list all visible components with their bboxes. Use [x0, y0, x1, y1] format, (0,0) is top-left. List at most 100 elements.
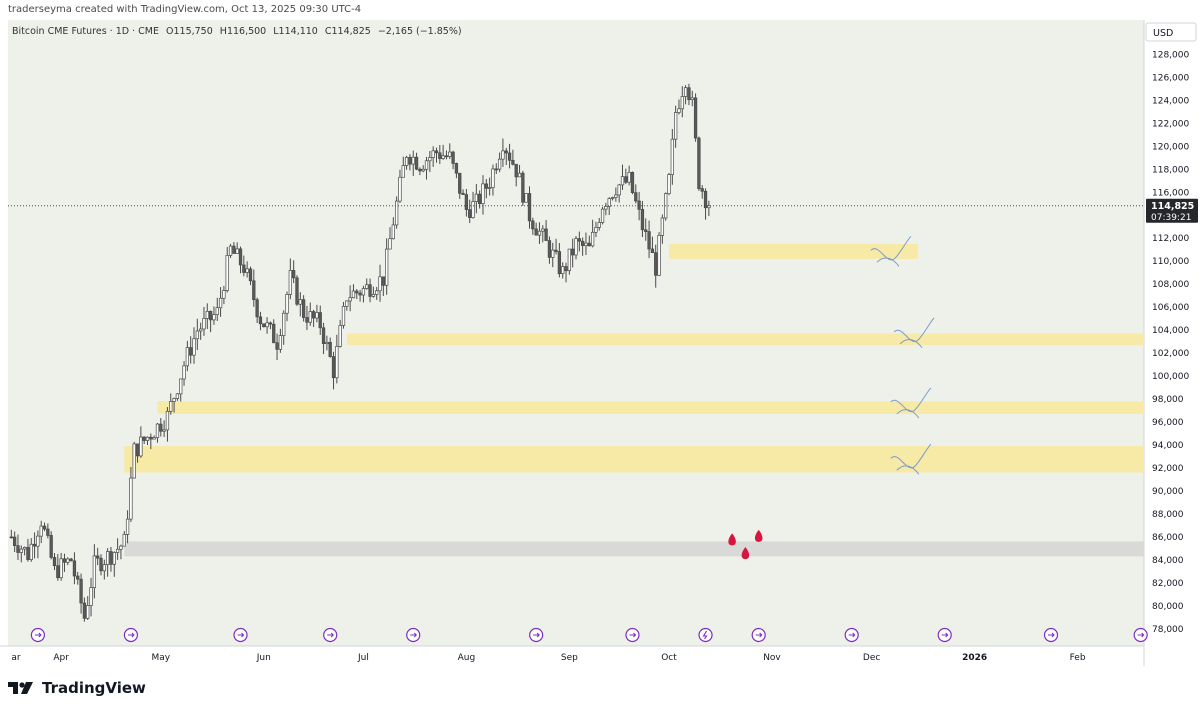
candle-body[interactable] — [22, 547, 27, 550]
candle-body[interactable] — [647, 231, 651, 250]
candle-body[interactable] — [195, 330, 199, 340]
candle-body[interactable] — [248, 268, 253, 282]
candle-body[interactable] — [594, 227, 598, 233]
candle-body[interactable] — [667, 174, 671, 195]
candle-body[interactable] — [398, 176, 402, 202]
candle-body[interactable] — [428, 157, 432, 162]
candle-body[interactable] — [497, 158, 502, 170]
candle-body[interactable] — [604, 205, 608, 210]
candle-body[interactable] — [159, 423, 163, 432]
candle-body[interactable] — [554, 249, 558, 252]
candle-body[interactable] — [182, 365, 186, 380]
candle-body[interactable] — [627, 171, 631, 183]
candle-body[interactable] — [700, 188, 704, 192]
candle-body[interactable] — [401, 165, 405, 178]
candle-body[interactable] — [331, 356, 336, 379]
candle-body[interactable] — [551, 249, 555, 258]
candle-body[interactable] — [567, 248, 572, 272]
candle-body[interactable] — [478, 193, 482, 204]
candle-body[interactable] — [507, 152, 512, 161]
candle-body[interactable] — [590, 231, 595, 247]
candle-body[interactable] — [683, 87, 688, 97]
candle-body[interactable] — [517, 172, 522, 178]
candle-body[interactable] — [16, 545, 20, 553]
candle-body[interactable] — [308, 311, 312, 323]
candle-body[interactable] — [481, 183, 485, 204]
candle-body[interactable] — [494, 168, 498, 171]
symbol-name[interactable]: Bitcoin CME Futures · 1D · CME — [12, 26, 159, 37]
candle-body[interactable] — [238, 248, 243, 266]
candle-body[interactable] — [650, 248, 655, 254]
candle-body[interactable] — [547, 240, 552, 258]
candle-body[interactable] — [404, 157, 409, 166]
candle-body[interactable] — [19, 548, 23, 553]
candle-body[interactable] — [82, 602, 87, 619]
candle-body[interactable] — [242, 264, 246, 273]
candle-body[interactable] — [325, 341, 329, 344]
candle-body[interactable] — [205, 311, 209, 319]
candle-body[interactable] — [245, 268, 249, 273]
candle-body[interactable] — [305, 317, 309, 323]
candle-body[interactable] — [544, 228, 548, 241]
candle-body[interactable] — [12, 536, 17, 546]
candle-body[interactable] — [36, 535, 40, 547]
candle-body[interactable] — [318, 312, 322, 329]
candle-body[interactable] — [169, 401, 173, 412]
candle-body[interactable] — [122, 534, 126, 547]
candle-body[interactable] — [155, 423, 160, 438]
candle-body[interactable] — [288, 270, 292, 295]
candle-body[interactable] — [441, 155, 445, 159]
candle-body[interactable] — [511, 159, 515, 165]
candle-body[interactable] — [222, 290, 226, 299]
candle-body[interactable] — [561, 266, 565, 275]
flash-event-icon[interactable] — [698, 627, 713, 643]
candle-body[interactable] — [418, 168, 422, 172]
candle-body[interactable] — [670, 138, 674, 175]
candle-body[interactable] — [385, 248, 389, 286]
candle-body[interactable] — [341, 305, 346, 326]
candle-body[interactable] — [634, 192, 638, 202]
candle-body[interactable] — [135, 443, 140, 457]
candle-body[interactable] — [9, 536, 13, 539]
candle-body[interactable] — [298, 299, 302, 305]
candle-body[interactable] — [448, 151, 452, 157]
candle-body[interactable] — [597, 222, 601, 228]
candle-body[interactable] — [411, 156, 415, 165]
candle-body[interactable] — [391, 224, 395, 240]
candle-body[interactable] — [438, 152, 442, 159]
candle-body[interactable] — [218, 297, 223, 309]
candle-body[interactable] — [468, 209, 472, 218]
candle-body[interactable] — [434, 150, 439, 154]
candle-body[interactable] — [464, 194, 469, 210]
candle-body[interactable] — [693, 97, 698, 139]
candle-body[interactable] — [368, 284, 372, 297]
candle-body[interactable] — [610, 197, 615, 199]
candle-body[interactable] — [52, 557, 57, 567]
candle-body[interactable] — [301, 299, 306, 318]
candle-body[interactable] — [491, 168, 495, 188]
candle-body[interactable] — [361, 288, 366, 296]
candle-body[interactable] — [212, 314, 216, 321]
candle-body[interactable] — [587, 242, 591, 247]
candle-body[interactable] — [32, 543, 37, 547]
candle-body[interactable] — [275, 342, 279, 350]
candle-body[interactable] — [600, 208, 605, 223]
candle-body[interactable] — [564, 266, 568, 272]
candle-body[interactable] — [378, 276, 382, 292]
candle-body[interactable] — [484, 183, 488, 189]
candle-body[interactable] — [199, 328, 203, 332]
candle-body[interactable] — [654, 252, 658, 276]
candle-body[interactable] — [673, 112, 678, 140]
candle-body[interactable] — [112, 552, 116, 565]
candle-body[interactable] — [311, 311, 316, 319]
candle-body[interactable] — [258, 316, 263, 325]
candle-body[interactable] — [132, 443, 136, 479]
candle-body[interactable] — [102, 564, 106, 572]
candle-body[interactable] — [235, 248, 239, 254]
zone-yellow[interactable] — [124, 446, 1144, 473]
candle-body[interactable] — [687, 87, 691, 100]
candle-body[interactable] — [278, 335, 283, 350]
candle-body[interactable] — [348, 297, 352, 302]
candle-body[interactable] — [514, 163, 518, 178]
candle-body[interactable] — [620, 176, 625, 186]
